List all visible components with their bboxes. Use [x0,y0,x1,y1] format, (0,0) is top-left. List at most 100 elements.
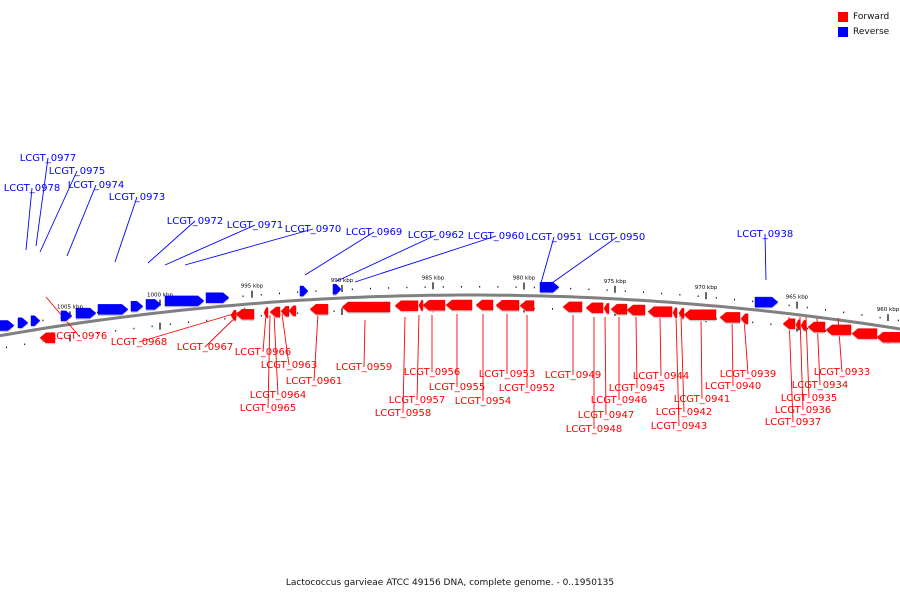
minor-tick [370,287,371,290]
legend-reverse: Reverse [838,24,889,39]
tick-label: 960 kbp [877,307,900,313]
minor-tick [169,323,171,326]
gene-label: LCGT_0954 [455,396,512,407]
tick-label: 980 kbp [513,276,536,282]
minor-tick [752,300,754,303]
gene-leader-line [551,236,618,284]
minor-tick [715,297,717,299]
gene-label: LCGT_0936 [775,405,832,416]
gene-label: LCGT_0949 [545,370,602,381]
forward-gene-arrow [475,299,494,311]
gene-label: LCGT_0961 [286,376,343,387]
gene-label: LCGT_0940 [705,381,762,392]
gene-label: LCGT_0942 [656,407,713,418]
legend-forward-label: Forward [853,11,890,22]
minor-tick [825,309,826,311]
tick-label: 975 kbp [604,279,627,285]
minor-tick [424,286,426,288]
gene-label: LCGT_0957 [389,395,446,406]
gene-label: LCGT_0938 [737,229,794,240]
gene-leader-line [138,311,241,343]
forward-gene-arrow [341,301,391,313]
minor-tick [697,295,699,297]
tick-label: 965 kbp [786,295,809,301]
minor-tick [479,286,481,288]
gene-label: LCGT_0943 [651,421,708,432]
gene-leader-line [416,314,420,401]
forward-gene-arrow [230,309,237,321]
minor-tick [442,286,444,288]
minor-tick [351,288,353,291]
gene-label: LCGT_0950 [589,232,646,243]
gene-leader-line [764,233,767,281]
forward-gene-arrow [807,321,826,333]
gene-label: LCGT_0959 [336,362,393,373]
forward-gene-arrow [795,319,801,330]
forward-gene-arrow [445,299,473,311]
gene-label: LCGT_0976 [51,331,108,342]
minor-tick [788,304,790,307]
forward-gene-arrow [394,300,419,311]
gene-leader-line [731,317,734,387]
forward-gene-arrow [280,306,290,317]
forward-gene-arrow [418,300,424,311]
tick-label: 1000 kbp [147,293,173,299]
gene-label: LCGT_0946 [591,395,648,406]
reverse-gene-arrow [145,299,162,310]
minor-tick [897,319,899,322]
reverse-gene-arrow [60,310,73,322]
minor-tick [151,325,153,328]
gene-label: LCGT_0952 [499,383,556,394]
minor-tick [297,291,299,293]
forward-gene-arrow [585,302,604,314]
forward-gene-arrow [235,309,255,320]
forward-gene-arrow [851,328,878,339]
gene-leader-line [635,316,638,389]
minor-tick [115,330,117,332]
gene-leader-line [805,316,810,399]
reverse-gene-arrow [754,296,779,308]
gene-label: LCGT_0945 [609,383,666,394]
backbone-layer [0,293,900,338]
gene-label: LCGT_0960 [468,231,525,242]
forward-gene-arrow [610,303,628,315]
minor-tick [806,327,808,330]
gene-leader-line [147,220,196,264]
gene-label: LCGT_0967 [177,342,234,353]
gene-leader-line [262,313,267,353]
gene-leader-line [354,235,497,283]
minor-tick [843,311,845,314]
gene-label: LCGT_0962 [408,230,465,241]
minor-tick [552,308,553,310]
forward-gene-arrow [740,313,749,325]
gene-leader-line [66,184,97,257]
reverse-swatch [838,26,848,37]
gene-leader-line [35,157,49,247]
minor-tick [24,343,26,346]
tick-label: 995 kbp [241,284,264,290]
gene-leader-line [659,317,662,377]
forward-gene-arrow [603,303,610,314]
gene-leader-line [281,313,290,366]
forward-gene-arrow [269,306,281,318]
gene-label: LCGT_0944 [633,371,690,382]
minor-tick [224,318,226,320]
gene-label: LCGT_0955 [429,382,486,393]
gene-leader-line [540,236,555,284]
minor-tick [570,287,572,290]
gene-label: LCGT_0964 [250,390,307,401]
gene-label: LCGT_0968 [111,337,168,348]
forward-gene-arrow [782,318,796,329]
forward-gene-arrow [519,300,535,311]
tick-label: 990 kbp [331,278,354,284]
gene-leader-line [304,231,375,276]
minor-tick [588,288,590,291]
forward-gene-arrow [39,332,56,344]
genome-backbone [0,293,900,338]
gene-label: LCGT_0972 [167,216,224,227]
forward-gene-arrow [562,301,583,313]
gene-leader-line [604,316,607,416]
forward-gene-arrow [647,306,673,317]
forward-gene-arrow [626,304,646,316]
